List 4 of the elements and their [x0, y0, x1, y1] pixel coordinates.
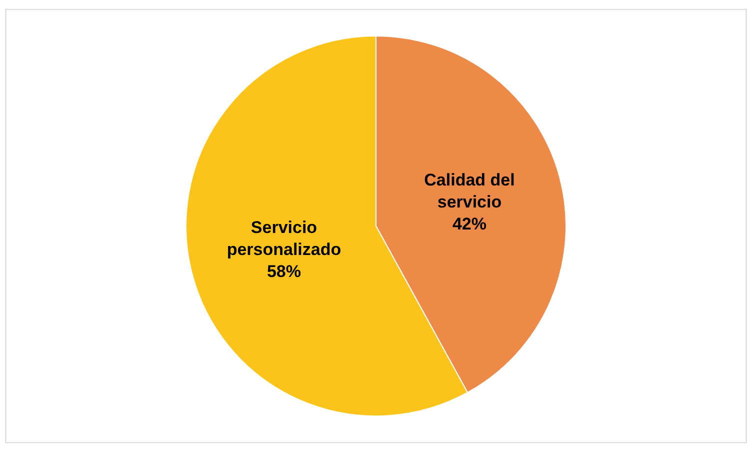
slice-label: Calidad del servicio [424, 170, 515, 212]
slice-label: Servicio personalizado [226, 218, 342, 260]
data-label: 42% [452, 214, 486, 234]
data-label: 58% [266, 262, 301, 282]
